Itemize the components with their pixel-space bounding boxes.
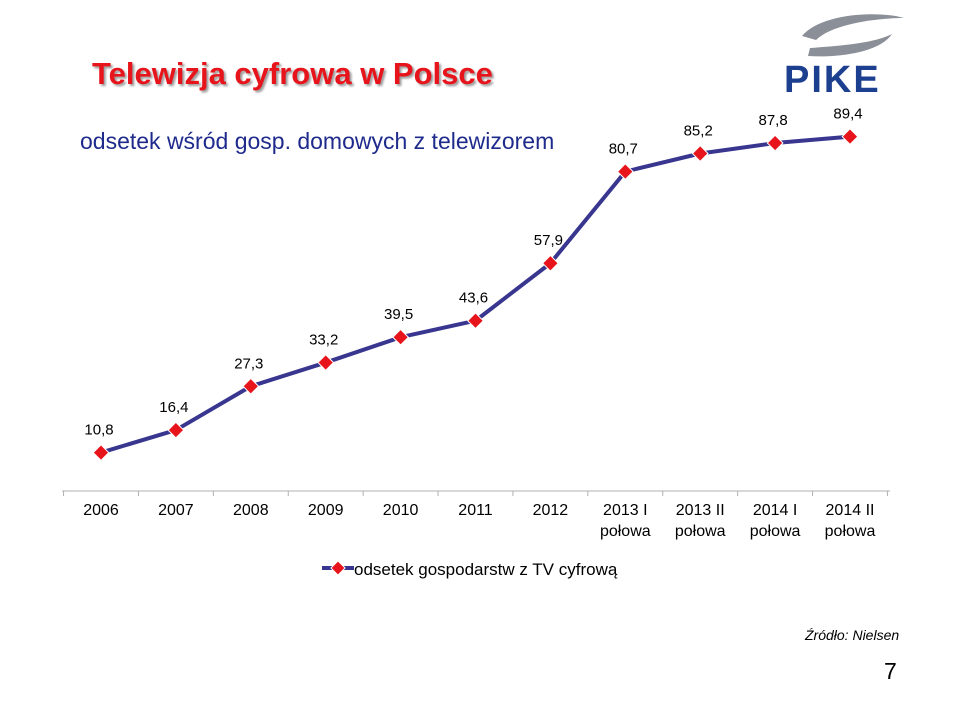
data-point-marker [317, 354, 335, 372]
data-point-marker [766, 134, 784, 152]
x-axis: 2006 2007 2008 2009 2010 2011 2012 2013 I połowa… [62, 490, 890, 540]
data-point-marker [841, 128, 859, 146]
slide-title: Telewizja cyfrowa w Polsce [92, 56, 493, 91]
data-label: 10,8 [84, 422, 113, 439]
data-label: 57,9 [534, 232, 563, 249]
data-point-marker [242, 377, 260, 395]
x-tick-label: 2014 II [826, 502, 875, 519]
x-tick-label: 2008 [233, 502, 269, 519]
x-tick-label: połowa [750, 523, 801, 540]
data-point-marker [467, 312, 484, 330]
chart-subtitle: odsetek wśród gosp. domowych z telewizor… [80, 128, 555, 154]
pike-logo: PIKE [784, 14, 904, 101]
data-label: 27,3 [234, 355, 263, 372]
x-tick-label: 2010 [383, 502, 419, 519]
data-label: 43,6 [459, 290, 488, 307]
x-tick-label: 2013 II [676, 502, 725, 519]
data-point-marker [541, 254, 559, 272]
chart-legend: odsetek gospodarstw z TV cyfrową [322, 560, 618, 579]
data-label: 33,2 [309, 332, 338, 349]
data-label: 85,2 [684, 122, 713, 139]
data-label: 16,4 [159, 399, 188, 416]
source-note: Źródło: Nielsen [805, 627, 900, 643]
logo-swoosh-bottom [808, 34, 892, 57]
x-tick-label: 2006 [83, 502, 119, 519]
x-tick-label: 2009 [308, 502, 344, 519]
data-label: 39,5 [384, 306, 413, 323]
x-tick-label: 2012 [533, 502, 569, 519]
logo-swoosh-top [802, 14, 904, 40]
x-tick-label: połowa [675, 523, 726, 540]
data-point-marker [691, 145, 709, 162]
x-tick-label: 2011 [458, 502, 493, 519]
data-point-marker [392, 328, 410, 346]
legend-marker [330, 560, 346, 576]
data-label: 89,4 [833, 106, 862, 123]
data-point-marker [616, 163, 634, 181]
data-point-marker [92, 444, 110, 462]
legend-label: odsetek gospodarstw z TV cyfrową [354, 560, 618, 579]
chart-series: 10,8 16,4 27,3 33,2 39,5 43,6 57,9 80,7 85,2 87,8… [84, 106, 863, 462]
page-number: 7 [884, 658, 897, 684]
logo-text: PIKE [784, 59, 881, 101]
data-label: 87,8 [758, 112, 787, 129]
x-tick-label: 2014 I [753, 502, 797, 519]
x-tick-label: 2007 [158, 502, 194, 519]
x-tick-label: połowa [825, 523, 876, 540]
data-point-marker [167, 421, 185, 439]
x-tick-label: połowa [600, 523, 651, 540]
data-label: 80,7 [609, 141, 638, 158]
x-tick-label: 2013 I [603, 502, 647, 519]
